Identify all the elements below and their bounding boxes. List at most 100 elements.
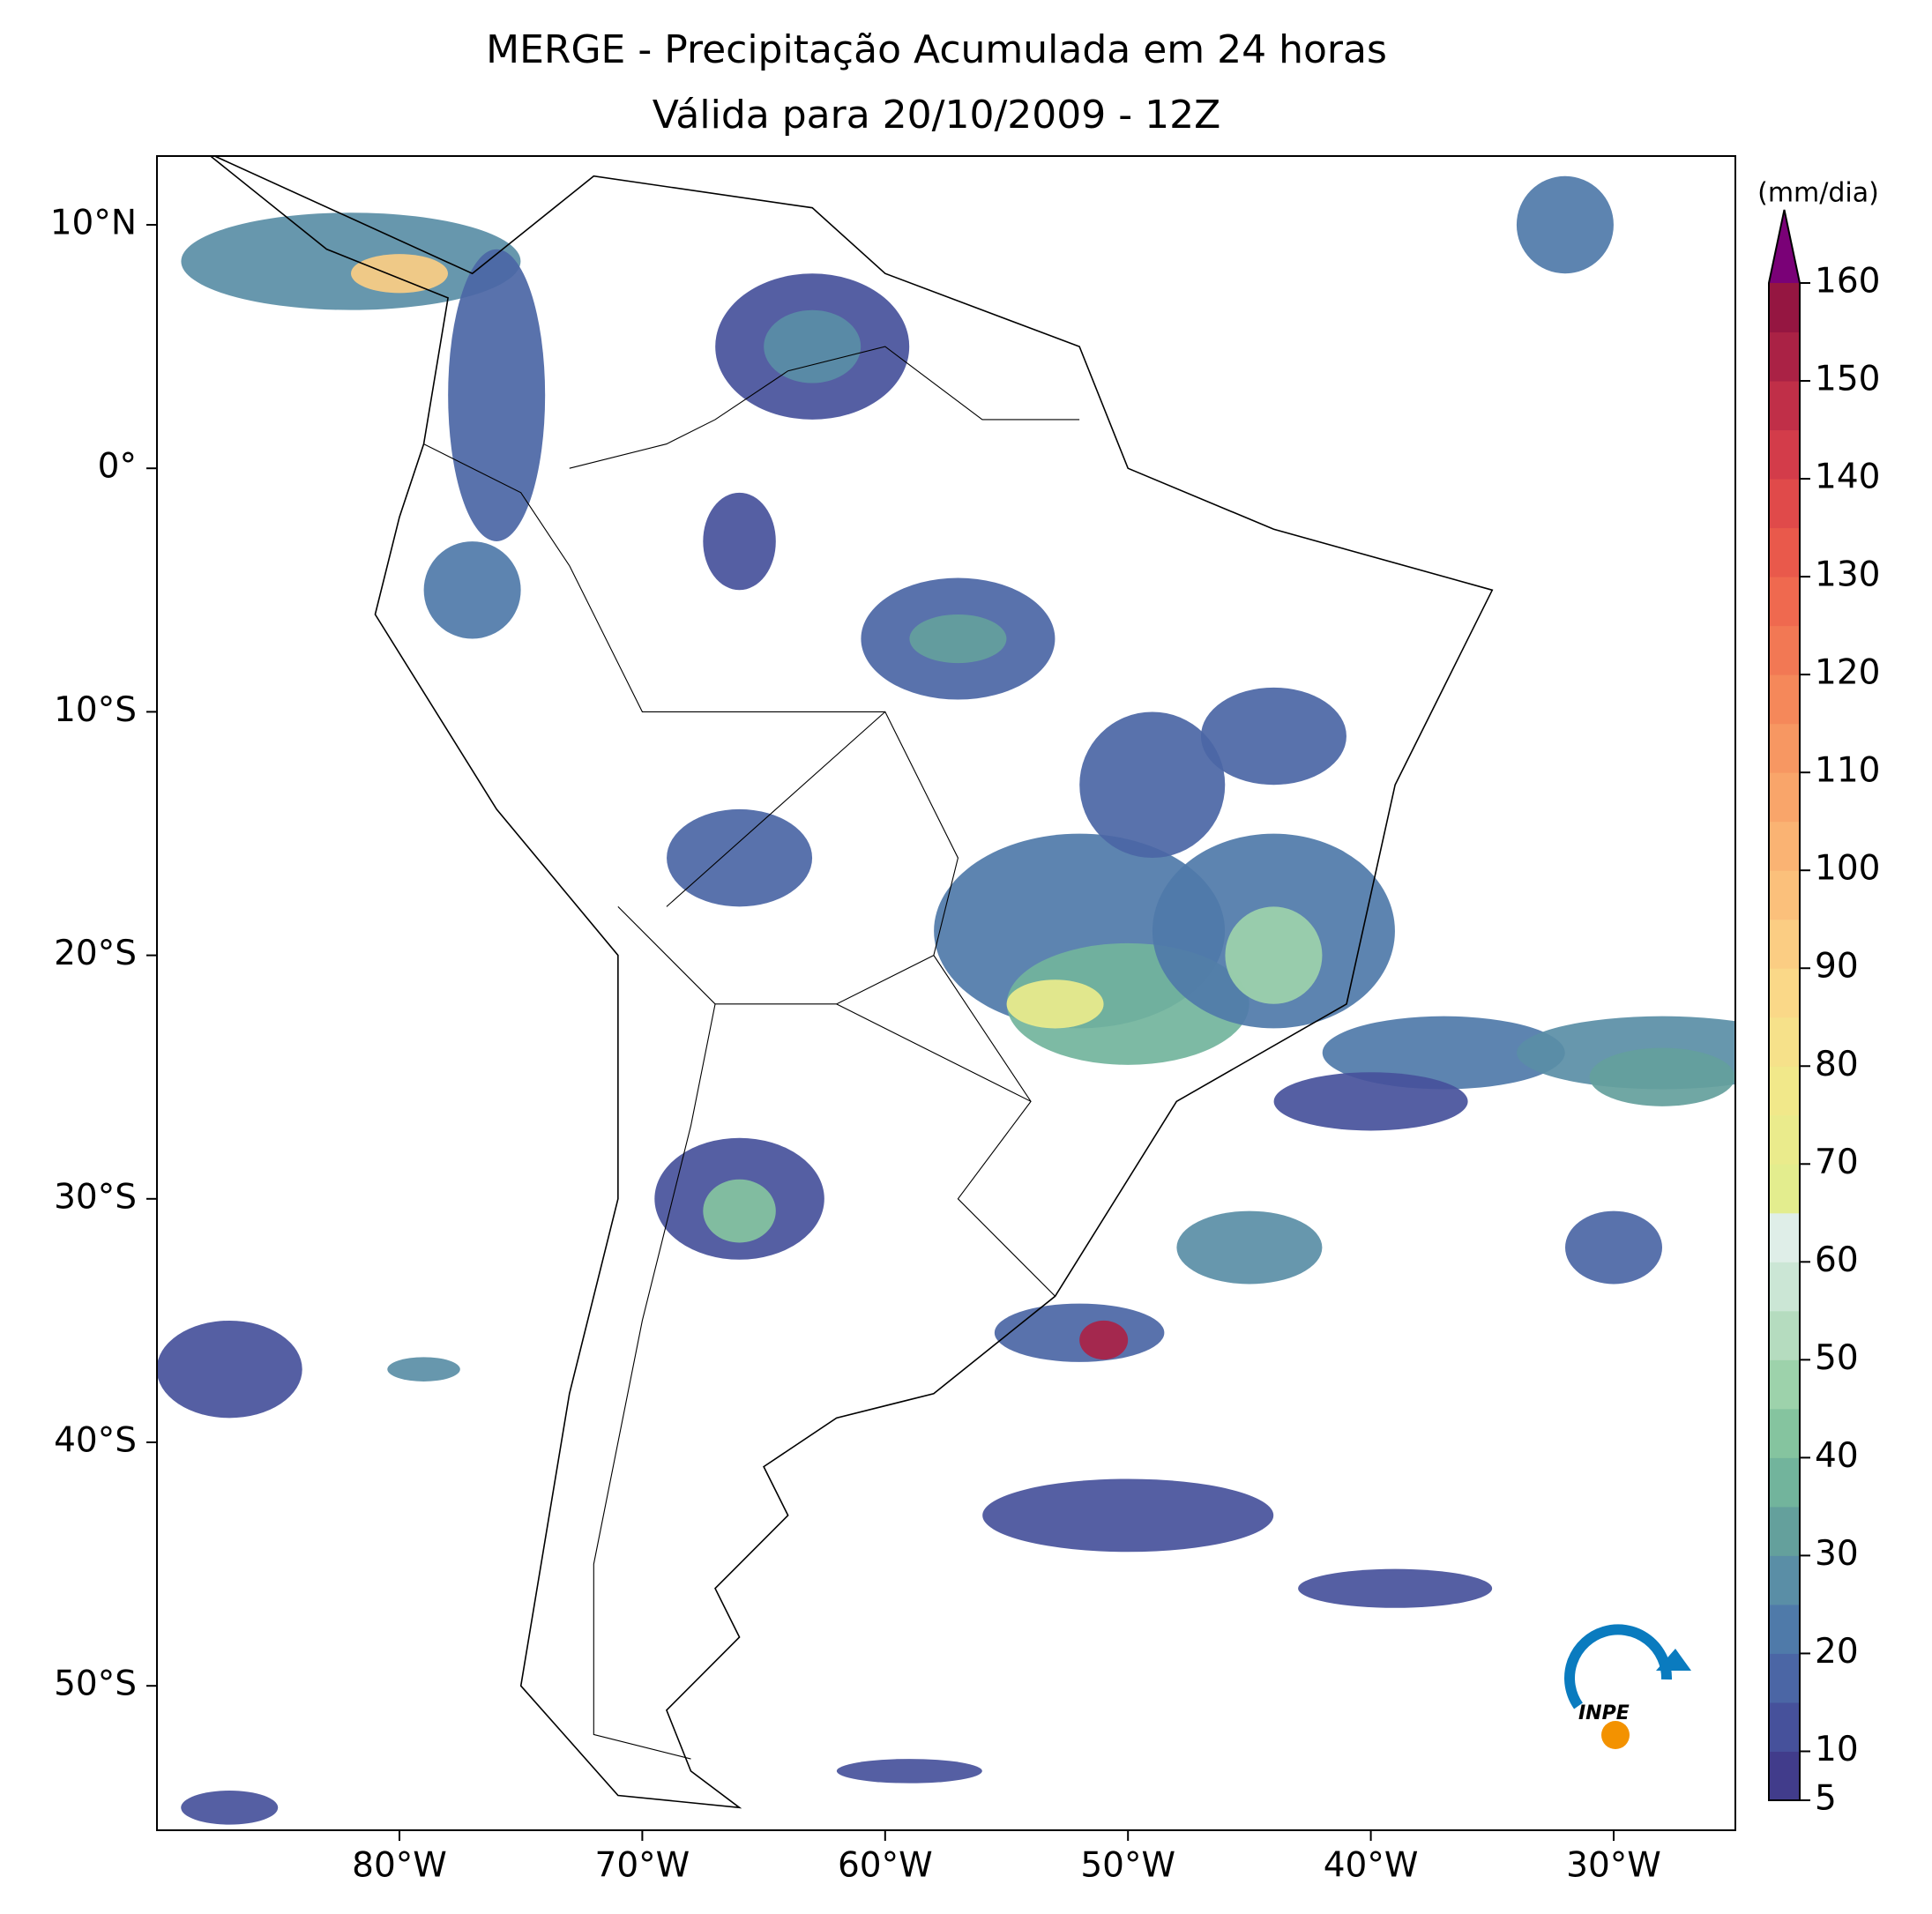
lon-tick-label: 50°W: [1080, 1846, 1175, 1886]
colorbar-tick-label: 130: [1815, 555, 1880, 595]
precip-area: [351, 254, 448, 294]
colorbar-segment: [1769, 429, 1800, 480]
colorbar-tick-label: 60: [1815, 1240, 1859, 1280]
colorbar-segment: [1769, 870, 1800, 920]
colorbar-segment: [1769, 1310, 1800, 1360]
precip-area: [764, 309, 862, 384]
lat-tick-label: 0°: [98, 447, 137, 487]
colorbar-segment: [1769, 968, 1800, 1018]
colorbar-frame: [1768, 209, 1801, 1801]
colorbar-segment: [1769, 674, 1800, 725]
border: [593, 905, 716, 1760]
precip-area: [1273, 1072, 1468, 1131]
lon-tick-label: 80°W: [352, 1846, 447, 1886]
lat-tick-label: 20°S: [54, 934, 137, 973]
precip-area: [387, 1357, 460, 1382]
colorbar-segment: [1769, 1408, 1800, 1458]
precip-area: [1079, 1320, 1129, 1360]
colorbar-segment: [1769, 723, 1800, 773]
lat-tick-label: 30°S: [54, 1177, 137, 1217]
logo-text: INPE: [1578, 1702, 1630, 1724]
colorbar-tick-label: 100: [1815, 849, 1880, 889]
precip-area: [667, 808, 813, 907]
colorbar-segment: [1769, 577, 1800, 627]
precip-area: [1516, 175, 1614, 274]
colorbar-tick-label: 20: [1815, 1632, 1859, 1672]
colorbar-segment: [1769, 1604, 1800, 1654]
border: [836, 1003, 1032, 1102]
logo-arc: [1564, 1624, 1673, 1709]
colorbar-tick-label: 40: [1815, 1436, 1859, 1476]
border: [569, 565, 885, 712]
colorbar-tick-label: 10: [1815, 1730, 1859, 1769]
colorbar-unit: (mm/dia): [1757, 178, 1879, 209]
logo-arrow: [1656, 1649, 1691, 1671]
lat-tick-label: 10°S: [54, 690, 137, 730]
map-frame: [156, 155, 1736, 1831]
colorbar-segment: [1769, 919, 1800, 969]
border: [423, 443, 571, 566]
lon-tick-label: 60°W: [838, 1846, 933, 1886]
colorbar-segment: [1769, 625, 1800, 675]
precip-area: [1298, 1568, 1493, 1608]
colorbar-tick-label: 140: [1815, 458, 1880, 497]
colorbar-tick-label: 80: [1815, 1045, 1859, 1084]
colorbar-segment: [1769, 331, 1800, 382]
precip-area: [157, 1320, 302, 1419]
logo-dot: [1601, 1721, 1630, 1749]
lat-tick-label: 10°N: [50, 204, 137, 243]
lat-tick-label: 50°S: [54, 1665, 137, 1704]
colorbar-segment: [1769, 381, 1800, 431]
precip-area: [423, 541, 521, 639]
colorbar-tick-label: 110: [1815, 751, 1880, 791]
border: [569, 346, 1080, 469]
precip-area: [909, 614, 1007, 664]
colorbar-tick-label: 120: [1815, 653, 1880, 693]
precip-area: [982, 1478, 1274, 1553]
colorbar-segment: [1769, 1457, 1800, 1508]
colorbar-segment: [1769, 527, 1800, 577]
precip-area: [703, 492, 776, 591]
precip-area: [703, 1179, 776, 1243]
coastline: [209, 156, 1494, 1809]
colorbar-segment: [1769, 1212, 1800, 1262]
colorbar-tick-label: 70: [1815, 1143, 1859, 1182]
colorbar-segment: [1769, 1017, 1800, 1067]
colorbar-segment: [1769, 1359, 1800, 1410]
colorbar-segment: [1769, 1653, 1800, 1703]
colorbar-extend: [1769, 210, 1800, 283]
colorbar-segment: [1769, 1506, 1800, 1556]
precip-area: [1589, 1047, 1735, 1106]
lon-tick-label: 70°W: [595, 1846, 690, 1886]
title: MERGE - Precipitação Acumulada em 24 hor…: [486, 27, 1387, 72]
colorbar-segment: [1769, 1164, 1800, 1214]
precip-area: [1225, 906, 1323, 1004]
colorbar-segment: [1769, 821, 1800, 871]
precip-area: [1176, 1210, 1323, 1285]
colorbar-tick-label: 90: [1815, 947, 1859, 987]
colorbar-segment: [1769, 1555, 1800, 1605]
lat-tick-label: 40°S: [54, 1421, 137, 1461]
colorbar-segment: [1769, 479, 1800, 529]
colorbar-segment: [1769, 1751, 1800, 1801]
precip-area: [994, 1303, 1165, 1362]
precip-area: [1322, 1016, 1565, 1090]
precip-area: [448, 249, 546, 541]
colorbar-segment: [1769, 1114, 1800, 1165]
colorbar-tick-label: 5: [1815, 1779, 1837, 1819]
precip-area: [1006, 979, 1104, 1029]
colorbar-segment: [1769, 283, 1800, 333]
colorbar-tick-label: 150: [1815, 360, 1880, 399]
lon-tick-label: 30°W: [1566, 1846, 1661, 1886]
precip-area: [181, 1790, 279, 1825]
colorbar-segment: [1769, 772, 1800, 823]
border: [715, 955, 935, 1005]
precip-area: [1200, 687, 1346, 786]
subtitle: Válida para 20/10/2009 - 12Z: [653, 93, 1221, 138]
colorbar-segment: [1769, 1702, 1800, 1752]
colorbar-tick-label: 50: [1815, 1338, 1859, 1378]
colorbar-segment: [1769, 1066, 1800, 1116]
precip-area: [1565, 1210, 1662, 1285]
colorbar-tick-label: 160: [1815, 262, 1880, 302]
